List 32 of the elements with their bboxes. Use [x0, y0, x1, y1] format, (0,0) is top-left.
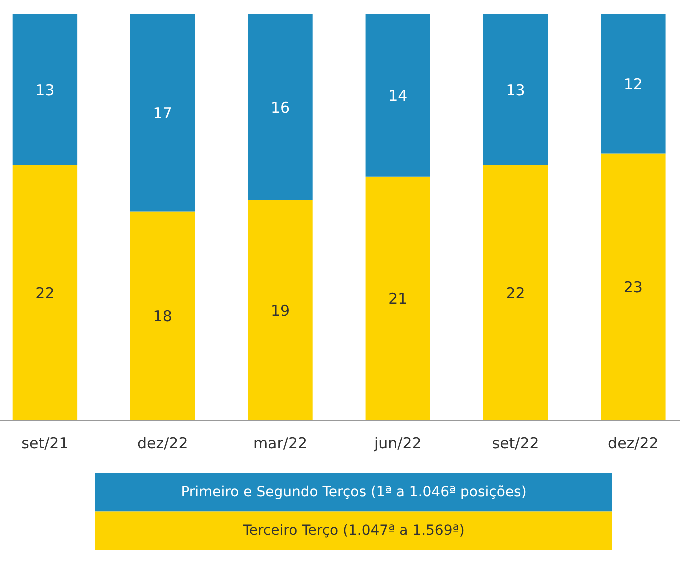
x-tick-label: dez/22	[608, 434, 659, 452]
bar	[366, 176, 430, 420]
bar	[366, 14, 430, 177]
bar	[483, 165, 548, 420]
bar	[12, 165, 78, 420]
data-label: 22	[36, 284, 55, 302]
x-tick-label: mar/22	[253, 434, 308, 452]
bar	[601, 14, 666, 154]
data-label: 13	[506, 81, 526, 100]
data-label: 16	[270, 98, 290, 117]
x-tick-label: dez/22	[137, 434, 188, 452]
bar	[130, 212, 196, 420]
bar	[483, 14, 548, 166]
bar	[248, 200, 313, 420]
data-label: 17	[153, 104, 172, 123]
data-label: 21	[388, 290, 408, 308]
data-label: 19	[270, 302, 290, 320]
text: Terceiro Terço (1.047ª a 1.569ª)	[242, 523, 465, 540]
bar	[130, 14, 196, 212]
data-label: 12	[624, 76, 643, 94]
bar	[601, 154, 666, 420]
x-tick-label: set/22	[492, 434, 540, 452]
data-label: 18	[153, 308, 172, 326]
bar	[248, 14, 313, 200]
x-tick-label: jun/22	[373, 434, 422, 452]
x-tick-label: set/21	[22, 434, 69, 452]
text: Primeiro e Segundo Terços (1ª a 1.046ª posições)	[181, 484, 527, 500]
bar	[12, 14, 78, 166]
data-label: 23	[624, 278, 643, 297]
data-label: 22	[506, 284, 526, 302]
data-label: 14	[388, 87, 408, 106]
data-label: 13	[36, 81, 55, 100]
